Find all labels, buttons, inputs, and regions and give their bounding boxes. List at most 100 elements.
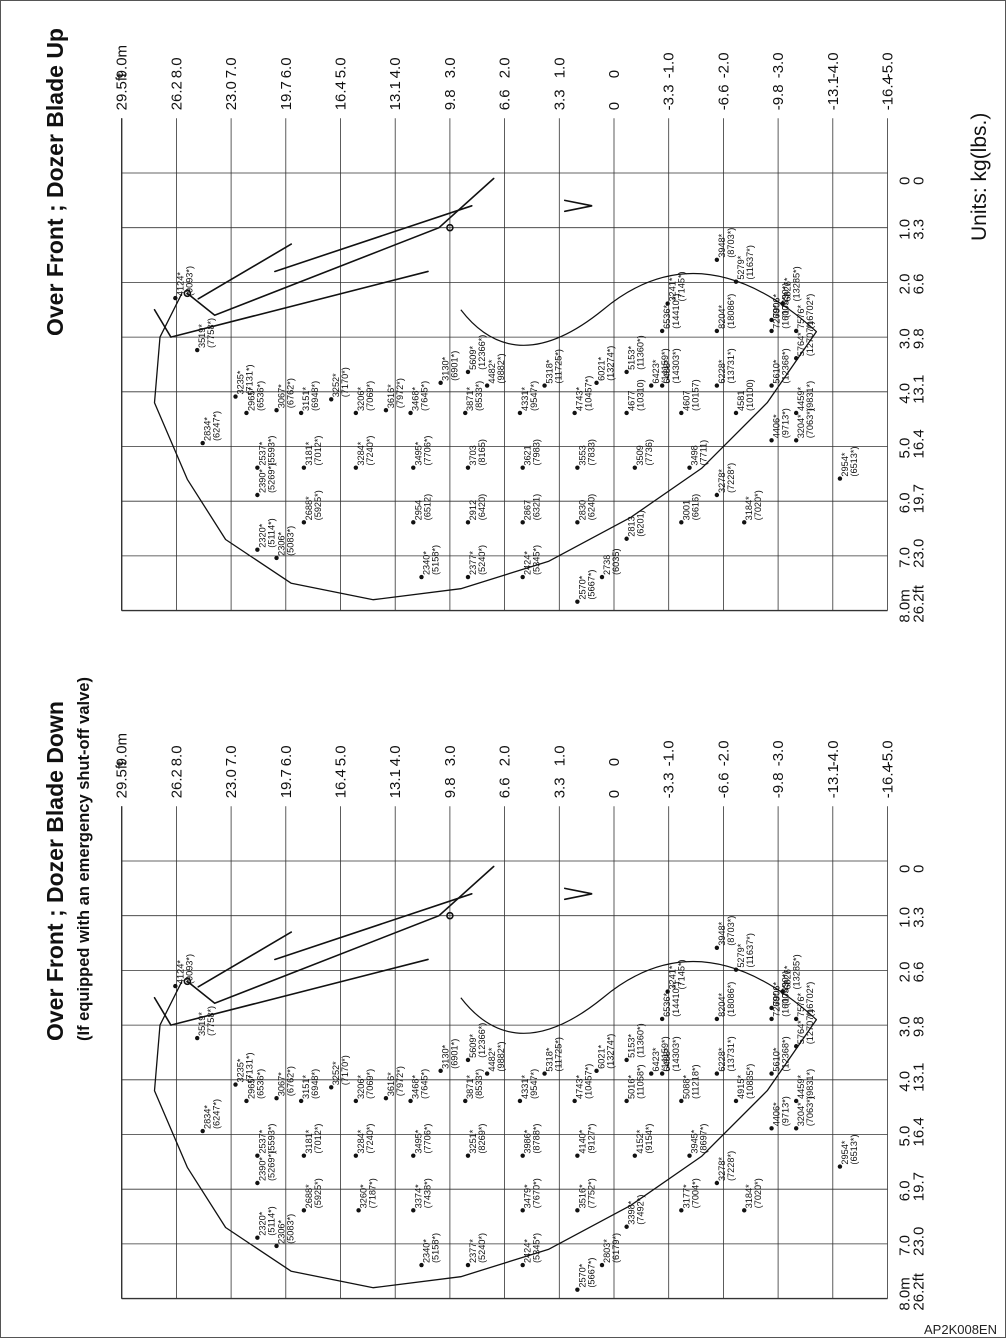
capacity-value: 2570* (5667*) xyxy=(575,1258,596,1292)
capacity-point xyxy=(624,1098,629,1104)
capacity-value: 3374* (7438*) xyxy=(411,1178,432,1213)
capacity-value: 4915* (10835*) xyxy=(733,1064,755,1104)
capacity-lb: (7170*) xyxy=(340,1055,350,1085)
capacity-value: 3621 (7983) xyxy=(520,439,542,470)
capacity-point xyxy=(195,347,200,353)
capacity-lb: (9713*) xyxy=(781,1096,791,1126)
capacity-lb: (5345*) xyxy=(532,1233,542,1263)
capacity-lb: (10310) xyxy=(636,379,646,411)
capacity-value: 3945* (8697*) xyxy=(687,1124,709,1158)
capacity-lb: (6762*) xyxy=(286,1066,296,1096)
capacity-lb: (7752*) xyxy=(586,1178,596,1208)
capacity-lb: (7736) xyxy=(644,439,654,466)
capacity-kg: 4607 xyxy=(681,390,691,410)
capacity-value: 3252* (7170*) xyxy=(329,367,350,402)
height-label-ft: -13.1 xyxy=(825,76,842,110)
height-label-ft: 3.3 xyxy=(551,89,568,110)
height-label-ft: -16.4 xyxy=(880,76,897,110)
capacity-value: 2738 (6035) xyxy=(599,548,621,580)
capacity-point xyxy=(517,410,523,416)
capacity-lb: (7020*) xyxy=(753,490,763,520)
capacity-value: 7576* (16702*) xyxy=(793,294,815,334)
capacity-lb: (12368*) xyxy=(781,348,791,383)
capacity-kg: 3616* xyxy=(386,1072,396,1096)
capacity-value: 2377* (5240*) xyxy=(465,545,487,580)
capacity-point xyxy=(742,1208,747,1213)
capacity-value: 2834* (6247*) xyxy=(200,1099,222,1134)
capacity-kg: 4124* xyxy=(175,272,185,296)
height-label-ft: 19.7 xyxy=(278,769,295,798)
capacity-value: 3479* (7670*) xyxy=(520,1178,542,1213)
capacity-point xyxy=(624,369,629,375)
capacity-lb: (9127*) xyxy=(586,1124,596,1154)
capacity-lb: (11725*) xyxy=(554,1037,564,1072)
capacity-point xyxy=(714,1071,720,1076)
capacity-kg: 3252* xyxy=(331,1061,341,1085)
capacity-kg: 3509 xyxy=(635,445,645,465)
panel-subtitle: (If equipped with an emergency shut-off … xyxy=(75,677,93,1041)
radius-label-m: 4.0 xyxy=(897,383,914,404)
capacity-kg: 3181* xyxy=(304,1129,314,1153)
height-label-m: -1.0 xyxy=(661,52,678,78)
capacity-point xyxy=(301,1208,307,1213)
capacity-lb: (6536*) xyxy=(255,381,265,411)
capacity-point xyxy=(301,520,307,525)
radius-label-ft: 9.8 xyxy=(911,328,928,349)
height-label-m: 4.0 xyxy=(387,745,404,766)
capacity-value: 7576* (16702*) xyxy=(793,982,815,1022)
capacity-value: 2954 (6512) xyxy=(411,494,432,525)
capacity-value: 3871* (8533*) xyxy=(463,381,484,416)
capacity-lb: (7228*) xyxy=(726,1151,736,1181)
capacity-value: 2867 (6321) xyxy=(520,494,542,525)
inner-envelope xyxy=(460,961,817,1034)
capacity-labels: 4124* (9093*)3519* (7758*)3235* (7131*)2965… xyxy=(173,916,859,1292)
capacity-point xyxy=(632,465,638,470)
capacity-value: 4743* (10457*) xyxy=(572,376,594,416)
capacity-point xyxy=(572,1098,577,1104)
capacity-value: 4140* (9127*) xyxy=(575,1124,596,1158)
capacity-kg: 5016* xyxy=(627,1075,637,1099)
capacity-lb: (8788*) xyxy=(532,1124,542,1154)
capacity-value: 3260* (7187*) xyxy=(356,1178,378,1213)
units-label: Units: kg(lbs.) xyxy=(968,113,991,241)
capacity-value: 2688* (5925*) xyxy=(301,1178,323,1213)
height-label-m: 7.0 xyxy=(223,57,240,78)
height-label-m: -5.0 xyxy=(880,52,897,78)
capacity-point xyxy=(793,328,799,334)
capacity-point xyxy=(520,1153,525,1158)
capacity-kg: 3206* xyxy=(356,1075,366,1099)
capacity-kg: 4743* xyxy=(575,1075,585,1099)
capacity-kg: 4140* xyxy=(577,1129,587,1153)
capacity-value: 4124* (9093*) xyxy=(173,954,194,989)
capacity-kg: 3206* xyxy=(356,387,366,411)
capacity-kg: 2830 xyxy=(577,500,587,520)
capacity-lb: (6512) xyxy=(422,494,432,521)
radius-label-ft: 3.3 xyxy=(911,219,928,240)
capacity-kg: 3204* xyxy=(796,414,806,438)
boom xyxy=(186,177,495,317)
capacity-kg: 6021* xyxy=(597,1044,607,1068)
capacity-point xyxy=(594,380,599,386)
capacity-value: 3251* (8269*) xyxy=(465,1124,487,1158)
capacity-point xyxy=(679,1098,684,1104)
capacity-lb: (11218*) xyxy=(690,1064,700,1099)
capacity-lb: (5345*) xyxy=(532,545,542,575)
capacity-kg: 2424* xyxy=(523,551,533,575)
capacity-lb: (10835*) xyxy=(745,1064,755,1099)
capacity-value: 3948* (8703*) xyxy=(714,916,736,950)
radius-label-m: 5.0 xyxy=(897,438,914,459)
capacity-lb: (7145*) xyxy=(677,271,687,301)
capacity-lb: (11637*) xyxy=(745,245,755,280)
radius-label-ft: 0 xyxy=(911,177,928,185)
capacity-value: 2954* (6513*) xyxy=(837,1134,859,1169)
capacity-kg: 3130* xyxy=(441,1044,451,1068)
capacity-lb: (7972*) xyxy=(395,1066,405,1096)
capacity-kg: 2570* xyxy=(577,1263,587,1287)
capacity-value: 2688* (5925*) xyxy=(301,490,323,525)
height-label-ft: 29.5ft xyxy=(114,760,131,798)
capacity-lb: (5114*) xyxy=(266,1206,276,1235)
capacity-lb: (14303*) xyxy=(671,348,681,383)
capacity-kg: 6423* xyxy=(651,1047,661,1071)
capacity-kg: 3252* xyxy=(331,373,341,397)
radius-label-ft: 0 xyxy=(911,865,928,873)
